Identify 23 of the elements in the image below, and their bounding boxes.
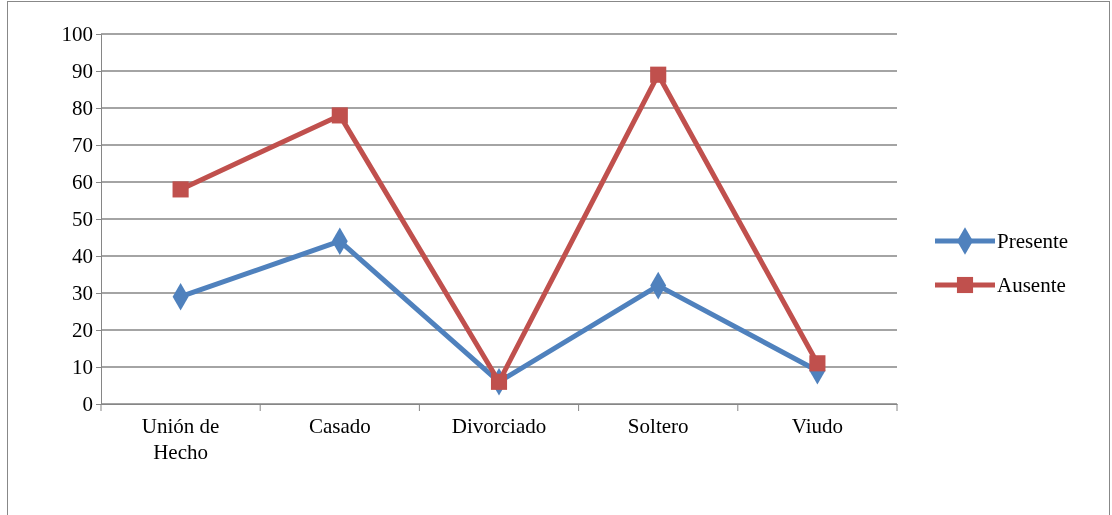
y-tick-label: 20: [72, 318, 93, 343]
point: [331, 107, 348, 124]
legend-label: Presente: [997, 229, 1069, 253]
y-tick-label: 0: [82, 392, 93, 417]
y-tick-label: 80: [72, 96, 93, 121]
y-tick-label: 40: [72, 244, 93, 269]
legend-label: Ausente: [997, 273, 1066, 297]
point: [650, 66, 667, 83]
y-tick-label: 90: [72, 59, 93, 84]
point: [172, 181, 189, 198]
x-tick-label: Unión de Hecho: [141, 413, 220, 465]
x-tick-label: Casado: [308, 413, 371, 438]
y-tick-label: 10: [72, 355, 93, 380]
y-tick-label: 70: [72, 133, 93, 158]
y-tick-label: 100: [61, 22, 93, 47]
point: [490, 373, 508, 390]
x-tick-label: Soltero: [627, 413, 689, 438]
point: [809, 355, 826, 372]
y-tick-label: 60: [72, 170, 93, 195]
x-tick-label: Viudo: [791, 413, 844, 438]
y-tick-label: 30: [72, 281, 93, 306]
y-tick-label: 50: [72, 207, 93, 232]
x-tick-label: Divorciado: [451, 413, 547, 438]
